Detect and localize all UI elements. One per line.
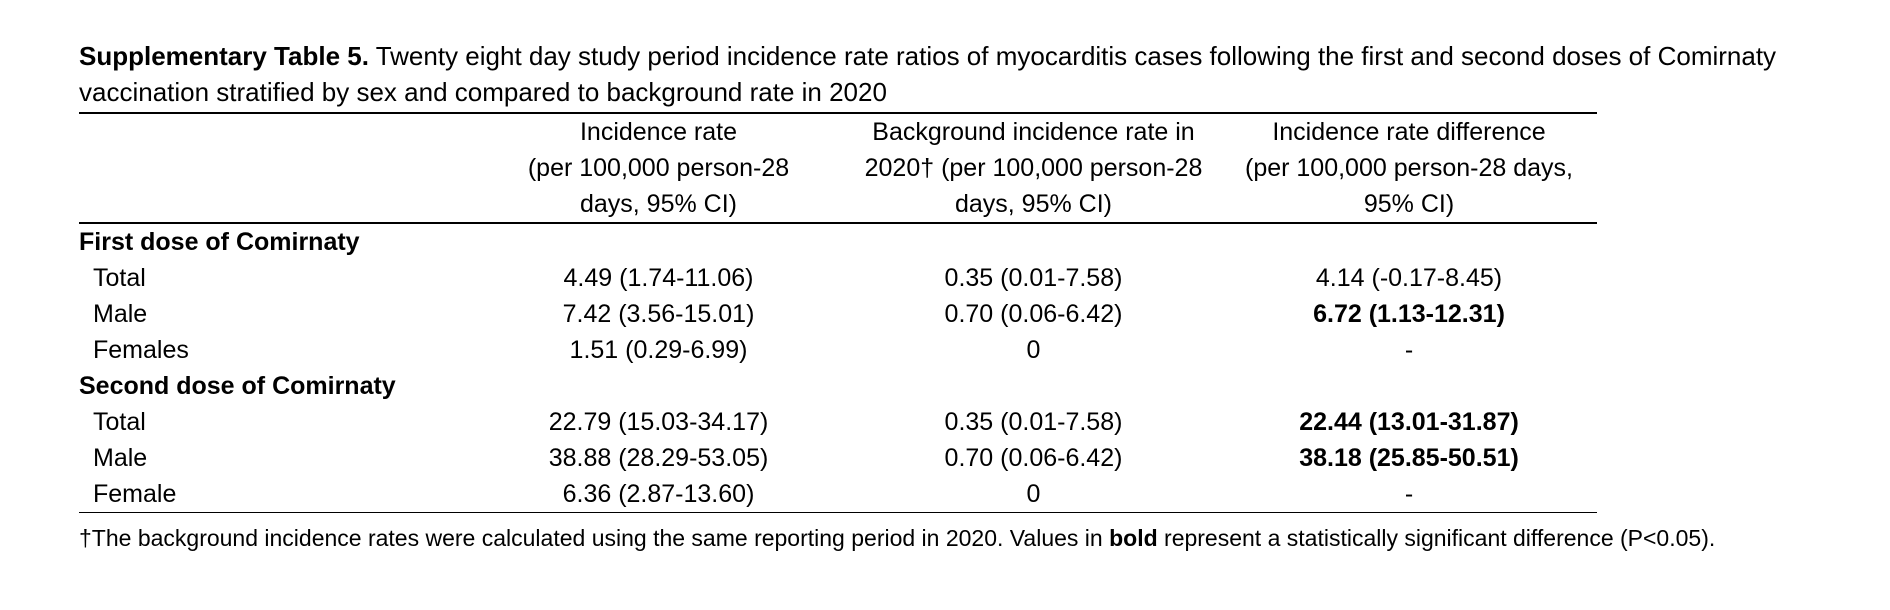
table-footnote: †The background incidence rates were cal…	[79, 522, 1869, 554]
table-row: Total 22.79 (15.03-34.17) 0.35 (0.01-7.58)…	[79, 404, 1597, 440]
incidence-rate-cell: 1.51 (0.29-6.99)	[569, 336, 748, 364]
table-row: Females 1.51 (0.29-6.99) 0 -	[79, 332, 1597, 368]
section-title: Second dose of Comirnaty	[79, 372, 396, 400]
caption-text: Twenty eight day study period incidence …	[79, 41, 1777, 107]
row-label: Total	[93, 264, 146, 292]
header-line: (per 100,000 person-28	[527, 154, 790, 182]
background-rate-cell: 0.70 (0.06-6.42)	[944, 444, 1123, 472]
section-title: First dose of Comirnaty	[79, 228, 360, 256]
row-label: Male	[93, 444, 148, 472]
row-label: Total	[93, 408, 146, 436]
header-line: Background incidence rate in	[872, 118, 1195, 146]
rate-difference-cell: 4.14 (-0.17-8.45)	[1315, 264, 1503, 292]
background-rate-cell: 0	[846, 476, 1221, 513]
header-line: days, 95% CI)	[579, 190, 737, 218]
header-line: (per 100,000 person-28 days,	[1245, 154, 1573, 182]
rate-difference-cell: 38.18 (25.85-50.51)	[1299, 444, 1519, 472]
footnote-text-start: †The background incidence rates were cal…	[79, 525, 1110, 551]
rate-difference-cell: 6.72 (1.13-12.31)	[1313, 300, 1505, 328]
table-body: First dose of Comirnaty Total 4.49 (1.74-1…	[79, 223, 1597, 513]
header-line: 95% CI)	[1363, 190, 1455, 218]
header-line: Incidence rate difference	[1272, 118, 1546, 146]
table-row: Total 4.49 (1.74-11.06) 0.35 (0.01-7.58) 4.…	[79, 260, 1597, 296]
background-rate-cell: 0	[1026, 336, 1041, 364]
table-row: Male 7.42 (3.56-15.01) 0.70 (0.06-6.42) 6.7…	[79, 296, 1597, 332]
header-line: 2020† (per 100,000 person-28	[864, 154, 1203, 182]
rate-difference-cell: 22.44 (13.01-31.87)	[1299, 408, 1519, 436]
background-rate-cell: 0.70 (0.06-6.42)	[944, 300, 1123, 328]
table-header-row: Incidence rate (per 100,000 person-28 da…	[79, 112, 1597, 224]
section-header-row: Second dose of Comirnaty	[79, 368, 1597, 404]
rate-difference-cell: -	[1221, 476, 1597, 513]
incidence-rate-cell: 7.42 (3.56-15.01)	[562, 300, 755, 328]
footnote-text-end: represent a statistically significant di…	[1157, 525, 1716, 551]
section-header-row: First dose of Comirnaty	[79, 223, 1597, 260]
row-label: Females	[93, 336, 189, 364]
rate-difference-cell: -	[1404, 336, 1414, 364]
header-line: Incidence rate	[579, 118, 738, 146]
incidence-rate-cell: 6.36 (2.87-13.60)	[471, 476, 846, 513]
row-label: Female	[79, 476, 471, 513]
table-row: Female 6.36 (2.87-13.60) 0-	[79, 476, 1597, 513]
header-line: days, 95% CI)	[954, 190, 1112, 218]
table-caption: Supplementary Table 5. Twenty eight day …	[79, 38, 1869, 110]
header-background-rate: Background incidence rate in 2020† (per …	[846, 112, 1221, 224]
row-label: Male	[93, 300, 148, 328]
incidence-rate-cell: 4.49 (1.74-11.06)	[563, 264, 754, 292]
caption-label: Supplementary Table 5.	[79, 41, 369, 71]
background-rate-cell: 0.35 (0.01-7.58)	[944, 264, 1123, 292]
background-rate-cell: 0.35 (0.01-7.58)	[944, 408, 1123, 436]
header-cell-empty	[79, 112, 471, 224]
header-incidence-rate: Incidence rate (per 100,000 person-28 da…	[471, 112, 846, 224]
footnote-bold-word: bold	[1109, 525, 1158, 551]
table-row: Male 38.88 (28.29-53.05) 0.70 (0.06-6.42) 3…	[79, 440, 1597, 476]
incidence-table: Incidence rate (per 100,000 person-28 da…	[79, 112, 1597, 513]
header-rate-difference: Incidence rate difference (per 100,000 p…	[1221, 112, 1597, 224]
incidence-rate-cell: 38.88 (28.29-53.05)	[548, 444, 769, 472]
incidence-rate-cell: 22.79 (15.03-34.17)	[548, 408, 769, 436]
